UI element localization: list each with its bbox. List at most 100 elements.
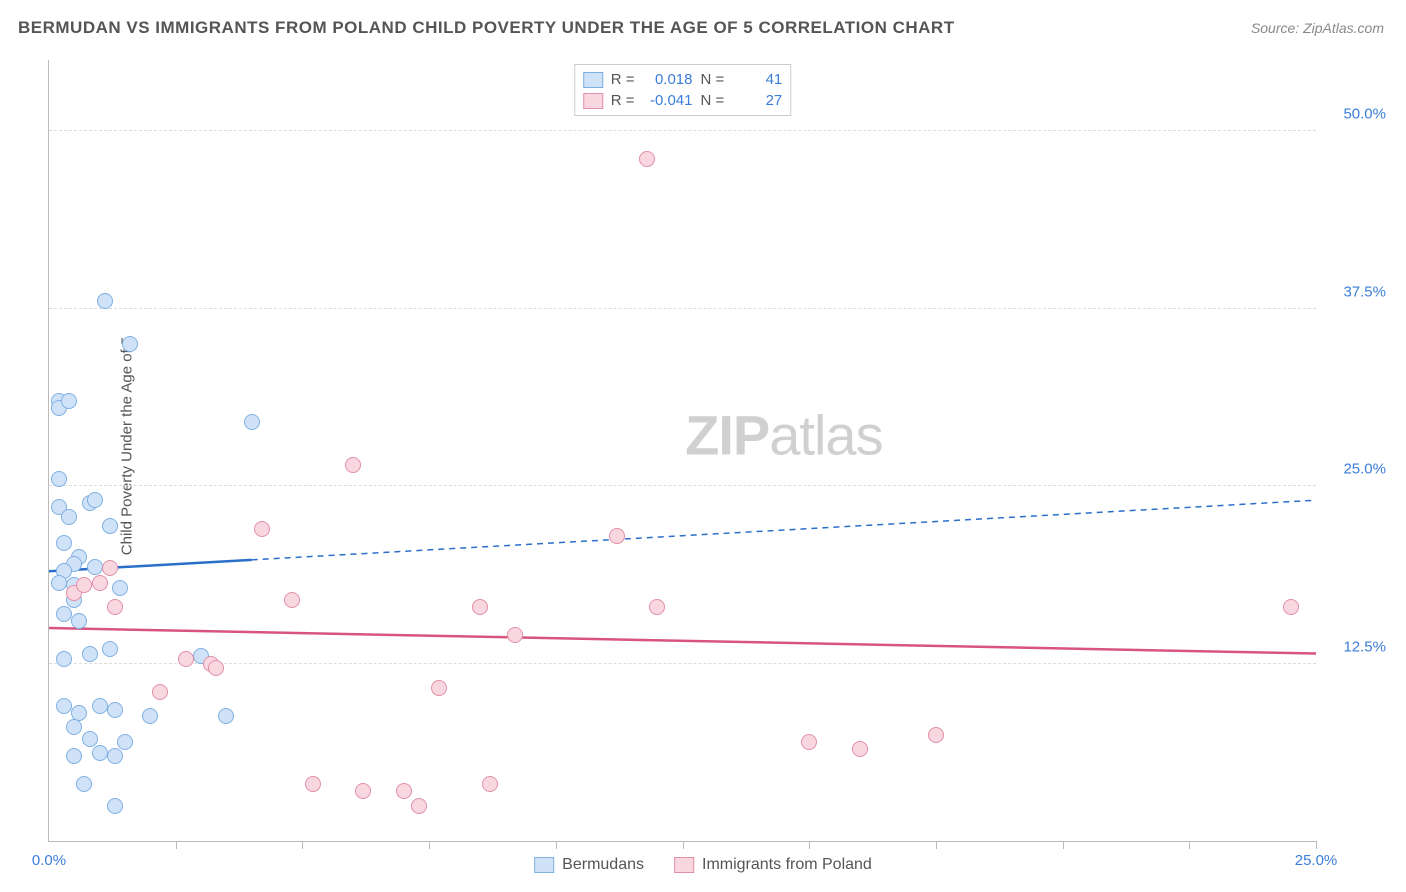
plot-region: 12.5%25.0%37.5%50.0%0.0%25.0%: [49, 60, 1316, 841]
data-point: [66, 719, 82, 735]
data-point: [928, 727, 944, 743]
data-point: [61, 393, 77, 409]
data-point: [639, 151, 655, 167]
x-tick: [683, 841, 684, 849]
data-point: [56, 535, 72, 551]
data-point: [82, 646, 98, 662]
x-tick-label: 0.0%: [32, 852, 66, 869]
data-point: [102, 641, 118, 657]
data-point: [51, 471, 67, 487]
trend-line-solid: [49, 628, 1316, 654]
data-point: [92, 698, 108, 714]
data-point: [609, 528, 625, 544]
data-point: [472, 599, 488, 615]
legend-swatch: [674, 857, 694, 873]
legend-swatch: [583, 93, 603, 109]
data-point: [305, 776, 321, 792]
data-point: [649, 599, 665, 615]
data-point: [152, 684, 168, 700]
data-point: [801, 734, 817, 750]
data-point: [142, 708, 158, 724]
stat-n-label: N =: [701, 92, 725, 109]
data-point: [431, 680, 447, 696]
data-point: [178, 651, 194, 667]
stats-row: R = 0.018 N = 41: [583, 69, 783, 90]
data-point: [76, 577, 92, 593]
data-point: [355, 783, 371, 799]
data-point: [284, 592, 300, 608]
gridline: [49, 130, 1316, 131]
x-tick: [1316, 841, 1317, 849]
stat-r-value: -0.041: [643, 92, 693, 109]
stats-legend: R = 0.018 N = 41 R = -0.041 N = 27: [574, 64, 792, 116]
legend-label: Immigrants from Poland: [702, 856, 872, 874]
data-point: [1283, 599, 1299, 615]
data-point: [97, 293, 113, 309]
x-tick: [1063, 841, 1064, 849]
data-point: [396, 783, 412, 799]
y-tick-label: 37.5%: [1326, 283, 1386, 300]
x-tick: [556, 841, 557, 849]
y-tick-label: 25.0%: [1326, 461, 1386, 478]
stat-r-label: R =: [611, 71, 635, 88]
stat-n-label: N =: [701, 71, 725, 88]
data-point: [87, 559, 103, 575]
data-point: [51, 575, 67, 591]
bottom-legend: Bermudans Immigrants from Poland: [534, 856, 872, 874]
stat-r-label: R =: [611, 92, 635, 109]
y-tick-label: 12.5%: [1326, 638, 1386, 655]
data-point: [92, 575, 108, 591]
trend-line-dashed: [252, 500, 1316, 560]
data-point: [482, 776, 498, 792]
data-point: [92, 745, 108, 761]
data-point: [56, 651, 72, 667]
data-point: [852, 741, 868, 757]
chart-title: BERMUDAN VS IMMIGRANTS FROM POLAND CHILD…: [18, 18, 955, 38]
stat-r-value: 0.018: [643, 71, 693, 88]
data-point: [76, 776, 92, 792]
x-tick: [176, 841, 177, 849]
gridline: [49, 308, 1316, 309]
data-point: [244, 414, 260, 430]
data-point: [345, 457, 361, 473]
data-point: [218, 708, 234, 724]
stats-row: R = -0.041 N = 27: [583, 90, 783, 111]
legend-swatch: [583, 72, 603, 88]
data-point: [66, 748, 82, 764]
legend-swatch: [534, 857, 554, 873]
data-point: [56, 606, 72, 622]
x-tick: [302, 841, 303, 849]
data-point: [102, 560, 118, 576]
legend-label: Bermudans: [562, 856, 644, 874]
data-point: [107, 748, 123, 764]
data-point: [107, 599, 123, 615]
chart-area: ZIPatlas 12.5%25.0%37.5%50.0%0.0%25.0% R…: [48, 60, 1316, 842]
data-point: [71, 613, 87, 629]
y-tick-label: 50.0%: [1326, 106, 1386, 123]
x-tick: [1189, 841, 1190, 849]
data-point: [61, 509, 77, 525]
data-point: [56, 698, 72, 714]
stat-n-value: 41: [732, 71, 782, 88]
data-point: [82, 731, 98, 747]
data-point: [254, 521, 270, 537]
data-point: [117, 734, 133, 750]
trend-lines: [49, 60, 1316, 841]
x-tick: [429, 841, 430, 849]
x-tick: [809, 841, 810, 849]
data-point: [507, 627, 523, 643]
legend-item: Bermudans: [534, 856, 644, 874]
data-point: [107, 702, 123, 718]
x-tick: [936, 841, 937, 849]
data-point: [102, 518, 118, 534]
gridline: [49, 663, 1316, 664]
source-label: Source: ZipAtlas.com: [1251, 20, 1384, 36]
data-point: [208, 660, 224, 676]
data-point: [122, 336, 138, 352]
data-point: [411, 798, 427, 814]
stat-n-value: 27: [732, 92, 782, 109]
data-point: [107, 798, 123, 814]
legend-item: Immigrants from Poland: [674, 856, 872, 874]
gridline: [49, 485, 1316, 486]
data-point: [87, 492, 103, 508]
